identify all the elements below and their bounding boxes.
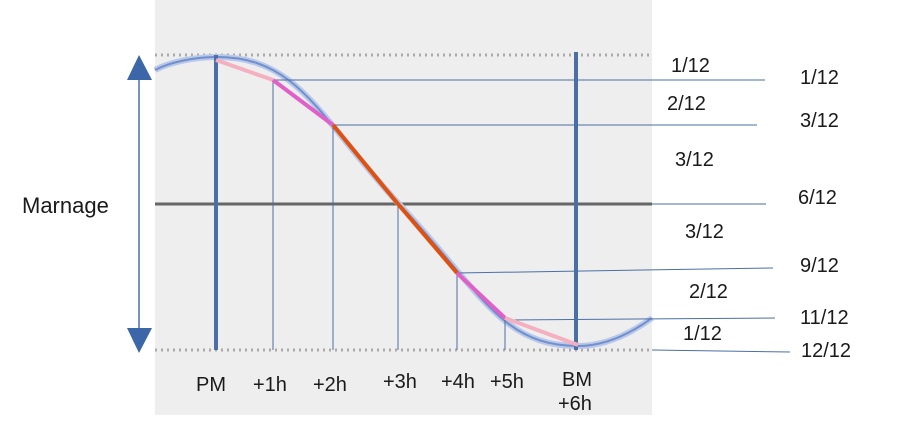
level-line-12 (651, 349, 791, 353)
time-label-pm: PM (196, 374, 226, 396)
time-label-4h: +4h (441, 371, 475, 393)
marnage-label: Marnage (22, 193, 109, 218)
hourly-fraction-5: 2/12 (689, 281, 728, 303)
cumulative-fraction-11: 11/12 (800, 307, 849, 329)
time-label-5h: +5h (490, 371, 524, 393)
marnage-arrow-up-icon (127, 55, 152, 80)
level-line-9 (456, 267, 774, 274)
cumulative-fraction-6: 6/12 (798, 187, 837, 209)
segment-hour-1 (215, 58, 274, 82)
time-label-1h: +1h (253, 374, 287, 396)
marnage-arrow-down-icon (127, 328, 152, 353)
cumulative-fraction-3: 3/12 (800, 110, 839, 132)
segment-hour-5 (455, 271, 507, 320)
time-label-bm: BM (562, 369, 592, 391)
hourly-fraction-6: 1/12 (683, 323, 722, 345)
time-label-6h: +6h (558, 393, 592, 415)
hourly-fraction-3: 3/12 (675, 149, 714, 171)
segment-hour-4 (396, 202, 459, 275)
segment-hour-6 (504, 316, 579, 347)
hourly-fraction-1: 1/12 (671, 55, 710, 77)
cumulative-fraction-1: 1/12 (800, 67, 839, 89)
segment-hour-2 (271, 78, 335, 127)
level-line-11 (504, 317, 776, 321)
time-label-2h: +2h (313, 374, 347, 396)
cumulative-fraction-9: 9/12 (800, 255, 839, 277)
hourly-fraction-2: 2/12 (667, 93, 706, 115)
cumulative-fraction-12: 12/12 (801, 340, 851, 362)
hourly-fraction-4: 3/12 (685, 221, 724, 243)
time-label-3h: +3h (383, 371, 417, 393)
segment-hour-3 (331, 123, 400, 206)
